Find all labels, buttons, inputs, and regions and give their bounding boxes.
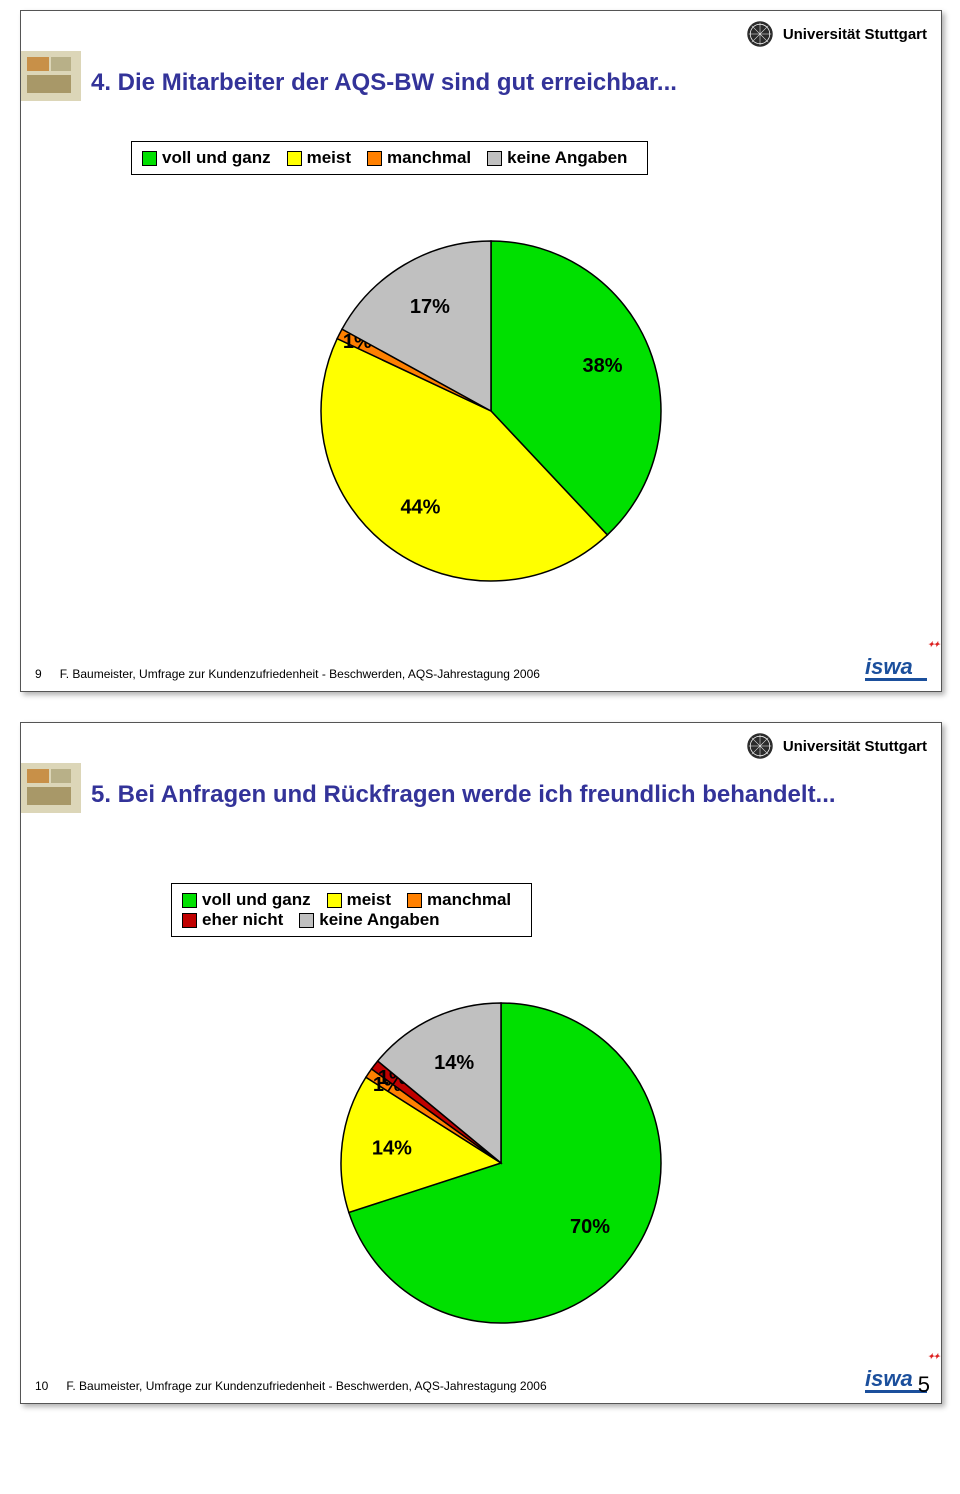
pie-label: 70% [570,1216,610,1238]
slide-number: 9 [35,667,42,681]
legend-swatch [487,151,502,166]
legend-swatch [327,893,342,908]
legend-item: manchmal [407,890,511,910]
chart-legend: voll und ganz meist manchmal eher nicht kein… [171,883,532,937]
chart-legend: voll und ganz meist manchmal keine Angaben [131,141,648,175]
pie-label: 44% [400,496,440,518]
legend-label: voll und ganz [202,890,311,910]
legend-swatch [407,893,422,908]
slide-footer: 10 F. Baumeister, Umfrage zur Kundenzufr… [35,1366,927,1393]
legend-item: keine Angaben [299,910,439,930]
legend-item: manchmal [367,148,471,168]
university-seal-icon [745,731,775,761]
university-seal-icon [745,19,775,49]
legend-swatch [287,151,302,166]
page-number: 5 [918,1372,930,1398]
pie-chart: 38%44%1%17% [271,201,691,621]
legend-swatch [299,913,314,928]
legend-swatch [182,913,197,928]
pie-chart-svg: 70%14%1%1%14% [271,963,691,1363]
pie-chart-svg: 38%44%1%17% [271,201,691,621]
legend-label: keine Angaben [319,910,439,930]
slide-title: 5. Bei Anfragen und Rückfragen werde ich… [91,781,891,809]
footer-text: F. Baumeister, Umfrage zur Kundenzufried… [66,1379,546,1393]
legend-label: manchmal [387,148,471,168]
legend-item: keine Angaben [487,148,627,168]
slide-2: Universität Stuttgart 5. Bei Anfragen un… [20,722,942,1404]
legend-swatch [367,151,382,166]
slide-footer: 9 F. Baumeister, Umfrage zur Kundenzufri… [35,654,927,681]
legend-label: meist [347,890,391,910]
legend-item: eher nicht [182,910,283,930]
header-strip: Universität Stuttgart [745,17,927,51]
corner-decoration-icon [21,763,81,813]
legend-label: voll und ganz [162,148,271,168]
corner-decoration-icon [21,51,81,101]
header-strip: Universität Stuttgart [745,729,927,763]
pie-label: 17% [410,296,450,318]
legend-label: manchmal [427,890,511,910]
legend-label: eher nicht [202,910,283,930]
legend-swatch [182,893,197,908]
legend-label: meist [307,148,351,168]
legend-swatch [142,151,157,166]
footer-text: F. Baumeister, Umfrage zur Kundenzufried… [60,667,540,681]
legend-item: voll und ganz [182,890,311,910]
legend-item: meist [327,890,391,910]
pie-label: 38% [583,355,623,377]
slide-title: 4. Die Mitarbeiter der AQS-BW sind gut e… [91,69,891,97]
iswa-logo: iswa✦✦ [865,654,927,681]
slide-1: Universität Stuttgart 4. Die Mitarbeiter… [20,10,942,692]
legend-item: voll und ganz [142,148,271,168]
legend-item: meist [287,148,351,168]
legend-label: keine Angaben [507,148,627,168]
pie-label: 14% [434,1052,474,1074]
slide-number: 10 [35,1379,48,1393]
university-label: Universität Stuttgart [783,738,927,755]
pie-chart: 70%14%1%1%14% [271,963,691,1363]
pie-label: 14% [372,1137,412,1159]
university-label: Universität Stuttgart [783,26,927,43]
